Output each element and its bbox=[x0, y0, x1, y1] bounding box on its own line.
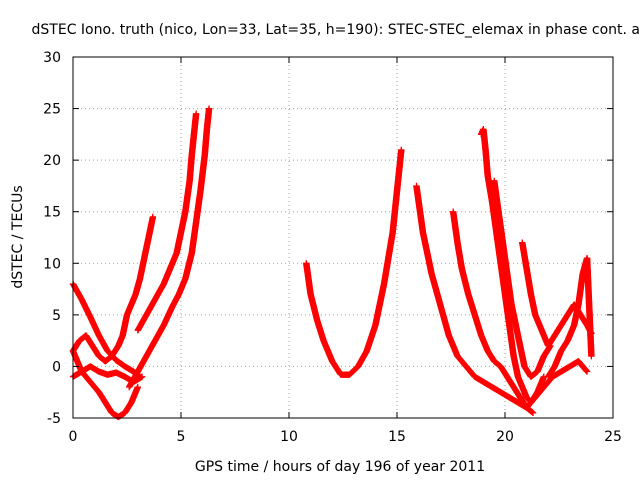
x-tick-label: 5 bbox=[177, 429, 186, 445]
y-tick-label: 30 bbox=[43, 50, 61, 66]
axis-ticks: 0 5 10 15 20 25 -5 0 5 10 15 20 25 30 bbox=[43, 50, 622, 445]
y-tick-label: 10 bbox=[43, 256, 61, 272]
data-series bbox=[69, 213, 157, 365]
x-axis-label: GPS time / hours of day 196 of year 2011 bbox=[195, 459, 485, 475]
x-tick-label: 25 bbox=[604, 429, 622, 445]
data-point bbox=[192, 110, 200, 117]
data-points bbox=[69, 105, 595, 421]
y-tick-label: -5 bbox=[47, 411, 61, 427]
data-point bbox=[398, 146, 405, 154]
data-series bbox=[413, 182, 591, 411]
y-tick-label: 15 bbox=[43, 205, 61, 221]
data-series bbox=[303, 146, 405, 378]
data-series bbox=[125, 105, 213, 391]
y-tick-label: 25 bbox=[43, 102, 61, 118]
y-tick-label: 5 bbox=[52, 308, 61, 324]
data-series bbox=[69, 363, 146, 386]
x-tick-label: 15 bbox=[388, 429, 406, 445]
data-point bbox=[138, 373, 146, 380]
data-series bbox=[478, 126, 548, 406]
data-point bbox=[149, 213, 157, 221]
x-tick-label: 10 bbox=[280, 429, 298, 445]
data-point bbox=[529, 409, 537, 417]
data-point bbox=[583, 368, 591, 375]
x-tick-label: 20 bbox=[496, 429, 514, 445]
data-series bbox=[545, 254, 595, 380]
plot-frame bbox=[72, 56, 614, 419]
data-series bbox=[449, 208, 537, 417]
y-tick-label: 0 bbox=[52, 359, 61, 375]
data-point bbox=[134, 383, 141, 391]
y-tick-label: 20 bbox=[43, 153, 61, 169]
chart-title: dSTEC Iono. truth (nico, Lon=33, Lat=35,… bbox=[32, 22, 640, 38]
data-series bbox=[491, 177, 554, 380]
data-series bbox=[134, 110, 200, 334]
y-axis-label: dSTEC / TECUs bbox=[10, 185, 26, 288]
data-series bbox=[519, 239, 595, 349]
grid bbox=[73, 57, 613, 418]
data-point bbox=[205, 105, 213, 112]
data-point bbox=[588, 352, 595, 360]
x-tick-label: 0 bbox=[69, 429, 78, 445]
